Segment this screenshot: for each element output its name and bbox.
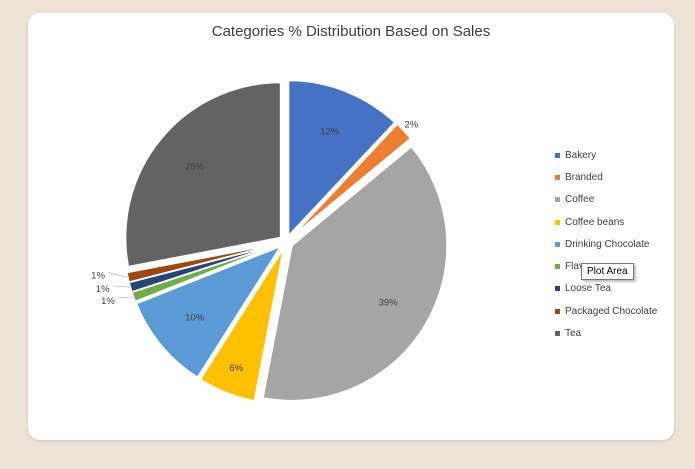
legend-label: Branded: [565, 171, 603, 183]
legend-swatch: [555, 264, 560, 270]
legend-item-coffee-beans[interactable]: Coffee beans: [555, 211, 657, 233]
pie-slice-drinking-chocolate[interactable]: [135, 244, 283, 379]
data-label-coffee: 39%: [379, 297, 399, 308]
data-label-drinking-chocolate: 10%: [185, 313, 205, 324]
data-label-bakery: 12%: [320, 127, 340, 138]
plot-area-tooltip: Plot Area: [581, 263, 634, 280]
pie-chart[interactable]: 12%2%39%6%10%1%1%1%28%: [28, 13, 674, 440]
data-label-flavours: 1%: [101, 296, 115, 307]
pie-data-labels: 12%2%39%6%10%1%1%1%28%: [91, 119, 419, 374]
legend-item-bakery[interactable]: Bakery: [555, 144, 657, 166]
chart-area[interactable]: Categories % Distribution Based on Sales…: [28, 13, 674, 440]
legend-swatch: [555, 197, 560, 203]
data-label-branded: 2%: [405, 119, 419, 130]
legend-swatch: [555, 152, 560, 158]
legend-item-tea[interactable]: Tea: [555, 322, 657, 344]
legend-label: Bakery: [565, 149, 597, 161]
legend[interactable]: Bakery Branded Coffee Coffee beans Drinking …: [555, 144, 657, 345]
legend-swatch: [555, 219, 560, 225]
legend-item-loose-tea[interactable]: Loose Tea: [555, 278, 657, 300]
legend-swatch: [555, 174, 560, 180]
legend-label: Loose Tea: [565, 283, 611, 295]
pie-slice-bakery[interactable]: [287, 79, 396, 238]
data-label-packaged-chocolate: 1%: [91, 271, 105, 282]
pie-slice-coffee-beans[interactable]: [199, 248, 285, 402]
legend-swatch: [555, 286, 560, 292]
legend-label: Drinking Chocolate: [565, 238, 650, 250]
data-label-loose-tea: 1%: [96, 284, 110, 295]
legend-item-drinking-chocolate[interactable]: Drinking Chocolate: [555, 233, 657, 255]
data-label-tea: 28%: [185, 161, 205, 172]
data-label-coffee-beans: 6%: [229, 363, 243, 374]
leader-line: [117, 296, 134, 299]
chart-title: Categories % Distribution Based on Sales: [211, 23, 491, 40]
pie-slice-tea[interactable]: [124, 81, 282, 268]
legend-label: Coffee: [565, 194, 595, 206]
pie-slices: [124, 79, 448, 402]
legend-item-coffee[interactable]: Coffee: [555, 189, 657, 211]
leader-line: [107, 272, 128, 278]
legend-label: Tea: [565, 328, 582, 340]
legend-label: Coffee beans: [565, 216, 625, 228]
legend-swatch: [555, 308, 560, 314]
leader-line: [112, 285, 131, 288]
legend-swatch: [555, 331, 560, 337]
legend-item-branded[interactable]: Branded: [555, 166, 657, 188]
pie-slice-branded[interactable]: [290, 123, 412, 238]
pie-slice-coffee[interactable]: [262, 145, 448, 402]
legend-swatch: [555, 241, 560, 247]
legend-item-packaged-chocolate[interactable]: Packaged Chocolate: [555, 300, 657, 322]
legend-label: Packaged Chocolate: [565, 305, 658, 317]
